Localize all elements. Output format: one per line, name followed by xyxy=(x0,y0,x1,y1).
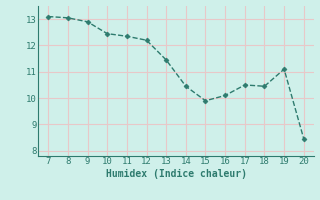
X-axis label: Humidex (Indice chaleur): Humidex (Indice chaleur) xyxy=(106,169,246,179)
